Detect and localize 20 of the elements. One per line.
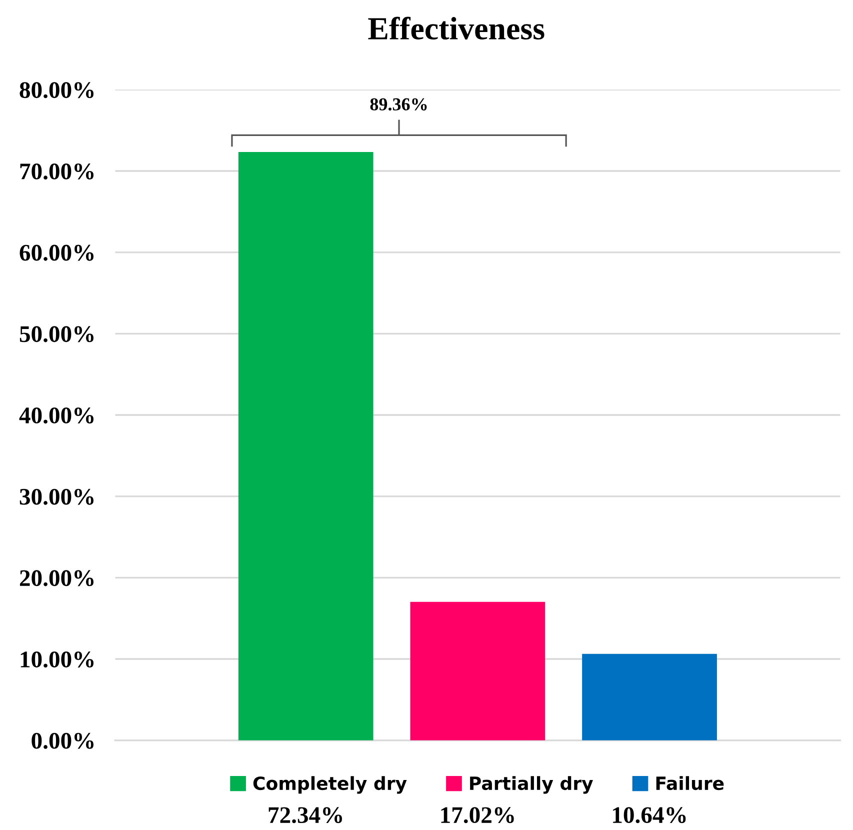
bar (238, 152, 374, 740)
bar (410, 602, 546, 740)
bar (582, 654, 717, 740)
y-tick-label: 30.00% (20, 488, 94, 505)
legend-label: Partially dry (470, 776, 593, 794)
legend-label: Completely dry (253, 776, 407, 794)
y-tick-label: 70.00% (20, 163, 94, 180)
chart-title: Effectiveness (368, 16, 544, 40)
y-tick-label: 60.00% (20, 244, 94, 261)
y-tick-label: 0.00% (32, 732, 94, 749)
legend-label: Failure (656, 776, 724, 790)
annotation: 89.36% (370, 98, 427, 111)
y-tick-label: 50.00% (20, 326, 94, 342)
y-tick-label: 20.00% (20, 570, 94, 586)
y-tick-label: 10.00% (20, 652, 94, 668)
y-tick-label: 40.00% (19, 407, 94, 424)
text: 72.34% (268, 807, 342, 824)
text: 17.02% (441, 807, 514, 824)
text: 10.64% (613, 807, 686, 824)
y-tick-label: 80.00% (20, 82, 94, 98)
